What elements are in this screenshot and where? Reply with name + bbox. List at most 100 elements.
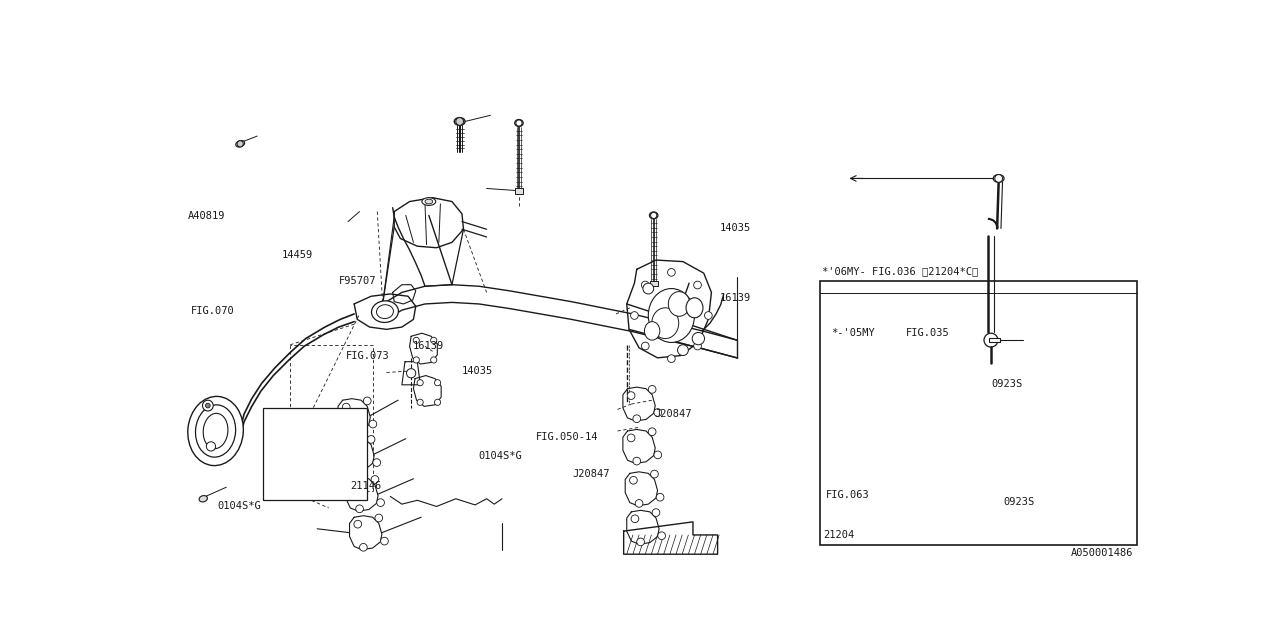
Ellipse shape <box>200 495 207 502</box>
Circle shape <box>356 505 364 513</box>
Circle shape <box>417 380 424 386</box>
Text: 14459: 14459 <box>282 250 312 260</box>
Circle shape <box>630 476 637 484</box>
Text: FIG.035: FIG.035 <box>906 328 950 338</box>
Circle shape <box>369 420 376 428</box>
Circle shape <box>648 428 657 436</box>
Circle shape <box>704 312 712 319</box>
Text: FIG.050-14: FIG.050-14 <box>536 431 598 442</box>
Circle shape <box>413 337 420 344</box>
Circle shape <box>641 281 649 289</box>
Text: F95707: F95707 <box>339 276 376 286</box>
Ellipse shape <box>668 292 690 316</box>
Circle shape <box>668 269 676 276</box>
Circle shape <box>984 333 998 347</box>
Ellipse shape <box>644 322 660 340</box>
Circle shape <box>627 392 635 399</box>
Ellipse shape <box>204 413 228 449</box>
Text: 16139: 16139 <box>721 292 751 303</box>
Circle shape <box>372 459 380 467</box>
Text: 21204: 21204 <box>823 530 855 540</box>
Ellipse shape <box>515 120 524 127</box>
Circle shape <box>694 342 701 350</box>
Circle shape <box>417 399 424 405</box>
Circle shape <box>632 457 640 465</box>
Ellipse shape <box>376 305 393 319</box>
Bar <box>989 338 1000 342</box>
Text: 0923S: 0923S <box>1004 497 1034 507</box>
Circle shape <box>654 451 662 459</box>
Text: 0923S: 0923S <box>991 380 1023 389</box>
Ellipse shape <box>236 141 244 147</box>
Circle shape <box>627 434 635 442</box>
Ellipse shape <box>652 308 678 339</box>
Ellipse shape <box>371 301 398 323</box>
Circle shape <box>652 509 660 516</box>
Circle shape <box>694 281 701 289</box>
Circle shape <box>346 442 353 449</box>
Text: J20847: J20847 <box>654 410 691 419</box>
Circle shape <box>376 499 384 506</box>
Ellipse shape <box>425 199 433 204</box>
Circle shape <box>995 175 1002 182</box>
Circle shape <box>367 436 375 444</box>
Circle shape <box>360 543 367 551</box>
Circle shape <box>434 399 440 405</box>
Circle shape <box>206 442 215 451</box>
Text: A40819: A40819 <box>188 211 225 221</box>
Circle shape <box>643 283 654 294</box>
Bar <box>819 282 1137 545</box>
Circle shape <box>407 369 416 378</box>
Circle shape <box>632 415 640 422</box>
Ellipse shape <box>648 289 695 342</box>
Text: 16139: 16139 <box>412 341 444 351</box>
Circle shape <box>430 337 436 344</box>
Circle shape <box>353 520 362 528</box>
Circle shape <box>348 426 356 434</box>
Circle shape <box>648 385 657 393</box>
Circle shape <box>352 465 360 472</box>
Bar <box>264 408 367 500</box>
Circle shape <box>692 332 704 345</box>
Circle shape <box>654 409 662 417</box>
Circle shape <box>641 342 649 350</box>
Ellipse shape <box>188 396 243 466</box>
Circle shape <box>434 380 440 386</box>
Circle shape <box>631 312 639 319</box>
Ellipse shape <box>196 405 236 457</box>
Bar <box>515 188 522 194</box>
Ellipse shape <box>422 198 435 205</box>
Text: 14035: 14035 <box>462 366 493 376</box>
Text: J20847: J20847 <box>572 468 609 479</box>
Circle shape <box>677 345 689 356</box>
Circle shape <box>636 538 644 546</box>
Circle shape <box>371 476 379 483</box>
Text: FIG.070: FIG.070 <box>191 306 234 316</box>
Circle shape <box>430 357 436 363</box>
Text: *-'05MY: *-'05MY <box>832 328 876 338</box>
Text: 0104S*G: 0104S*G <box>218 500 261 511</box>
Circle shape <box>668 355 676 362</box>
Circle shape <box>380 537 388 545</box>
Ellipse shape <box>686 298 703 318</box>
Text: 0104S*G: 0104S*G <box>479 451 522 461</box>
Text: 14035: 14035 <box>721 223 751 232</box>
Circle shape <box>413 357 420 363</box>
Text: 21146: 21146 <box>351 481 381 491</box>
Text: *'06MY- FIG.036 ㈒21204*C〉: *'06MY- FIG.036 ㈒21204*C〉 <box>822 266 978 276</box>
Ellipse shape <box>454 118 465 125</box>
Ellipse shape <box>649 212 658 219</box>
Circle shape <box>516 120 522 126</box>
Text: FIG.063: FIG.063 <box>826 490 869 500</box>
Circle shape <box>657 493 664 501</box>
Circle shape <box>375 514 383 522</box>
Circle shape <box>456 118 463 125</box>
Circle shape <box>364 397 371 404</box>
Circle shape <box>349 482 358 490</box>
Circle shape <box>206 403 210 408</box>
Ellipse shape <box>993 175 1004 182</box>
Circle shape <box>202 400 214 411</box>
Text: FIG.073: FIG.073 <box>346 351 389 361</box>
Circle shape <box>237 141 243 147</box>
Bar <box>650 281 658 286</box>
